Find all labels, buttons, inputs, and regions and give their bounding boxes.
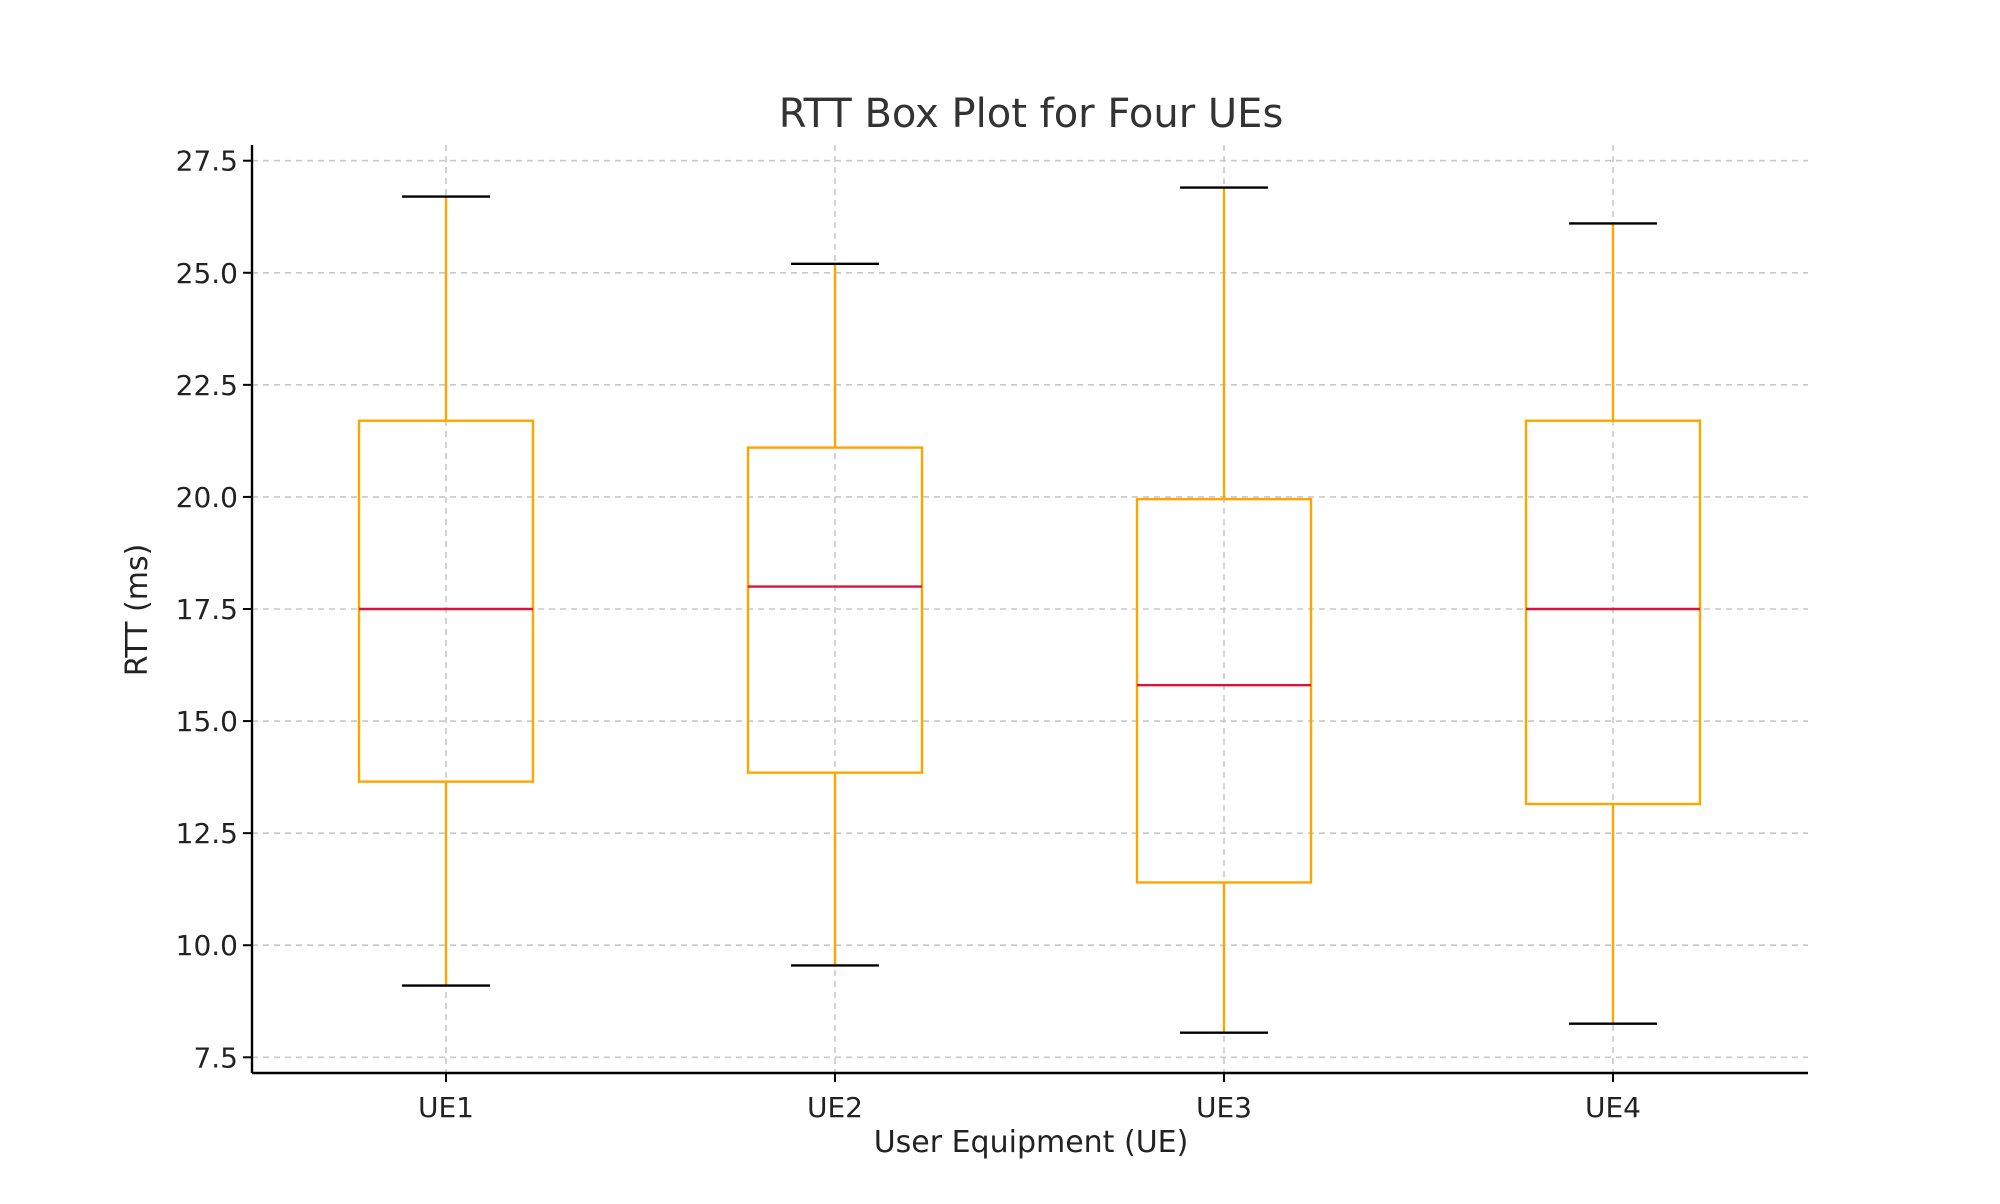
box-ue3 [1135, 186, 1313, 1034]
iqr-box [357, 419, 535, 783]
y-tick-label: 27.5 [176, 145, 238, 178]
x-ticks: UE1 UE2 UE3 UE4 [418, 1073, 1641, 1124]
iqr-box [1524, 419, 1702, 806]
box-ue4 [1524, 222, 1702, 1025]
y-tick-label: 15.0 [176, 705, 238, 738]
x-tick-label: UE2 [807, 1091, 863, 1124]
y-tick-label: 25.0 [176, 257, 238, 290]
boxes-group [357, 186, 1702, 1034]
y-tick-label: 20.0 [176, 481, 238, 514]
y-axis-label: RTT (ms) [120, 544, 155, 677]
x-tick-label: UE4 [1585, 1091, 1641, 1124]
x-tick-label: UE1 [418, 1091, 474, 1124]
chart-title: RTT Box Plot for Four UEs [779, 91, 1284, 137]
iqr-box [746, 446, 924, 774]
box-ue2 [746, 262, 924, 967]
y-tick-label: 22.5 [176, 369, 238, 402]
x-axis-label: User Equipment (UE) [874, 1125, 1189, 1160]
iqr-box [1135, 497, 1313, 884]
x-tick-label: UE3 [1196, 1091, 1252, 1124]
y-tick-label: 10.0 [176, 929, 238, 962]
y-tick-label: 17.5 [176, 593, 238, 626]
y-tick-label: 12.5 [176, 817, 238, 850]
box-ue1 [357, 195, 535, 987]
y-tick-label: 7.5 [193, 1041, 238, 1074]
y-ticks: 7.5 10.0 12.5 15.0 17.5 20.0 22.5 25.0 27.5 [176, 145, 252, 1074]
